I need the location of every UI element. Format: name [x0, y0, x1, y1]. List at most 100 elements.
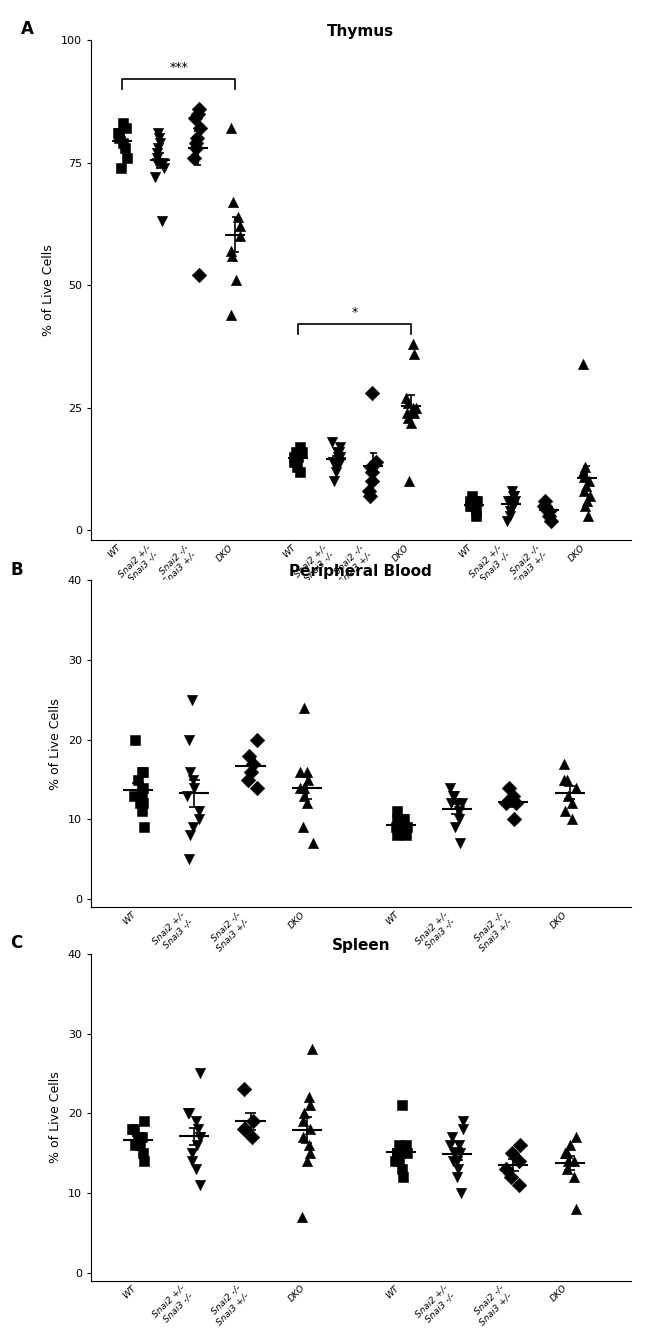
Point — [399, 808, 410, 830]
Point — [304, 1134, 314, 1155]
Point — [194, 264, 204, 285]
Point — [305, 1095, 315, 1117]
Point — [326, 431, 337, 452]
Point — [157, 211, 167, 232]
Point — [546, 510, 556, 531]
Title: Spleen: Spleen — [332, 938, 390, 952]
Point — [446, 792, 456, 814]
Point — [298, 816, 309, 838]
Point — [187, 1142, 198, 1163]
Point — [154, 128, 164, 149]
Point — [365, 486, 376, 507]
Point — [158, 152, 168, 173]
Point — [113, 123, 124, 144]
Point — [401, 824, 411, 846]
Text: A: A — [21, 20, 34, 37]
Title: Peripheral Blood: Peripheral Blood — [289, 564, 432, 579]
Point — [390, 1150, 400, 1171]
Point — [190, 108, 200, 129]
Point — [226, 304, 236, 325]
Point — [114, 128, 124, 149]
Point — [308, 832, 318, 854]
Point — [294, 462, 305, 483]
Point — [304, 1087, 314, 1109]
Point — [226, 240, 237, 261]
Point — [192, 128, 202, 149]
Point — [138, 1142, 148, 1163]
Point — [138, 792, 148, 814]
Point — [540, 491, 550, 512]
Point — [402, 407, 413, 428]
Point — [243, 768, 254, 790]
Point — [506, 1166, 517, 1187]
Point — [137, 784, 148, 806]
Point — [248, 1110, 258, 1131]
Point — [404, 471, 414, 492]
Point — [122, 147, 132, 168]
Point — [458, 1118, 468, 1139]
Point — [294, 436, 305, 458]
Point — [571, 1126, 581, 1147]
Point — [127, 1118, 137, 1139]
Point — [138, 816, 149, 838]
Point — [562, 1158, 572, 1179]
Point — [392, 800, 402, 822]
Point — [191, 132, 202, 153]
Point — [194, 1174, 205, 1195]
Point — [406, 412, 417, 434]
Point — [194, 1126, 205, 1147]
Text: DP: DP — [172, 691, 189, 703]
Title: Thymus: Thymus — [327, 24, 395, 39]
Point — [137, 800, 148, 822]
Text: B: B — [10, 560, 23, 579]
Point — [562, 1142, 572, 1163]
Point — [128, 784, 138, 806]
Point — [504, 506, 515, 527]
Point — [133, 1126, 144, 1147]
Point — [302, 760, 312, 782]
Point — [129, 1134, 140, 1155]
Point — [579, 480, 590, 502]
Point — [191, 1110, 202, 1131]
Point — [194, 808, 204, 830]
Point — [302, 792, 312, 814]
Point — [137, 760, 148, 782]
Point — [233, 205, 243, 227]
Point — [508, 495, 518, 516]
Point — [299, 784, 309, 806]
Point — [401, 1134, 411, 1155]
Point — [302, 1150, 313, 1171]
Point — [584, 471, 594, 492]
Point — [114, 123, 124, 144]
Point — [138, 776, 149, 798]
Point — [138, 1110, 149, 1131]
Point — [227, 245, 237, 267]
Point — [135, 792, 145, 814]
Point — [292, 446, 303, 468]
Point — [452, 1166, 462, 1187]
Point — [408, 334, 418, 355]
Text: *: * — [352, 307, 358, 319]
Point — [335, 446, 345, 468]
Point — [544, 500, 554, 522]
Point — [192, 103, 203, 124]
Point — [153, 137, 163, 159]
Point — [138, 760, 149, 782]
Point — [296, 442, 307, 463]
Point — [445, 1134, 456, 1155]
Point — [231, 269, 242, 291]
Point — [192, 1134, 203, 1155]
Point — [291, 442, 301, 463]
Point — [289, 451, 300, 472]
Point — [454, 808, 464, 830]
Point — [182, 784, 192, 806]
Point — [507, 480, 517, 502]
Point — [228, 191, 239, 212]
Point — [185, 824, 196, 846]
Point — [188, 816, 198, 838]
Y-axis label: % of Live Cells: % of Live Cells — [49, 698, 62, 790]
Point — [456, 792, 467, 814]
Y-axis label: % of Live Cells: % of Live Cells — [42, 244, 55, 336]
Point — [138, 1150, 149, 1171]
Point — [331, 462, 341, 483]
